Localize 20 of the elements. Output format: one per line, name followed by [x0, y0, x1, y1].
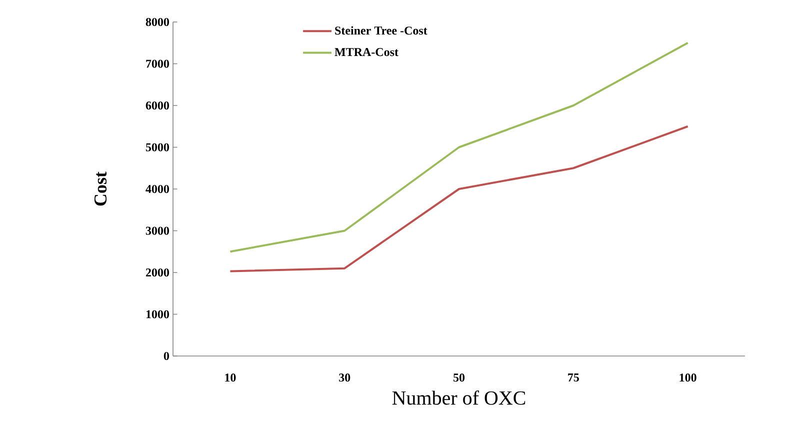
y-tick-label: 3000 [146, 226, 170, 235]
y-tick-label: 0 [164, 352, 170, 360]
y-tick-label: 6000 [146, 101, 170, 110]
x-tick-label: 30 [339, 374, 350, 382]
x-tick-label: 100 [680, 374, 696, 382]
y-tick-label: 5000 [146, 143, 170, 152]
y-tick-label: 1000 [146, 310, 170, 318]
y-tick-label: 2000 [146, 268, 170, 277]
y-tick-label: 7000 [146, 60, 170, 68]
x-tick-label: 50 [453, 374, 465, 382]
line-series [229, 125, 689, 272]
y-tick-label: 8000 [146, 18, 170, 26]
x-tick-label: 10 [225, 374, 236, 382]
y-tick-label: 4000 [146, 184, 170, 194]
legend-label: MTRA-Cost [334, 48, 398, 56]
y-axis-title: Cost [94, 172, 107, 206]
line-series [229, 42, 689, 253]
x-axis-title: Number of OXC [392, 390, 526, 405]
legend-label: Steiner Tree -Cost [335, 26, 428, 35]
x-tick-label: 75 [568, 374, 579, 382]
